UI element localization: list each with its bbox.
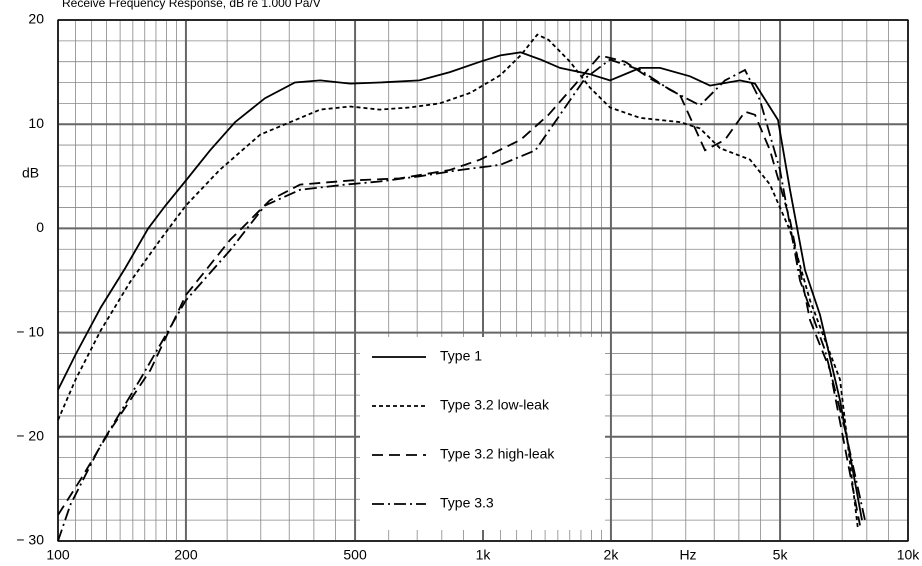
series-line (57, 51, 863, 521)
series-line (57, 33, 859, 530)
x-tick-label: 5k (773, 547, 789, 563)
legend-label: Type 3.2 high-leak (440, 446, 555, 462)
y-tick-label: 20 (28, 11, 44, 27)
x-axis-label: Hz (679, 547, 696, 563)
chart-title: Receive Frequency Response, dB re 1.000 … (62, 0, 321, 10)
x-tick-label: 10k (897, 547, 921, 563)
y-tick-label: − 20 (16, 428, 44, 444)
legend-label: Type 1 (440, 348, 482, 364)
x-tick-label: 500 (343, 547, 367, 563)
x-tick-label: 1k (476, 547, 492, 563)
plot-frame (57, 19, 909, 542)
x-tick-label: 200 (174, 547, 198, 563)
y-axis-label: dB (22, 165, 39, 181)
y-tick-label: − 30 (16, 532, 44, 548)
y-tick-label: 0 (36, 219, 44, 235)
legend-label: Type 3.2 low-leak (440, 397, 550, 413)
x-tick-label: 2k (604, 547, 620, 563)
x-tick-label: 100 (46, 547, 70, 563)
y-tick-label: 10 (28, 115, 44, 131)
series-line (57, 58, 866, 542)
legend: Type 1 Type 3.2 low-leak Type 3.2 high-lea… (360, 337, 605, 530)
series-line (57, 54, 861, 526)
legend-box (360, 337, 605, 530)
y-tick-label: − 10 (16, 323, 44, 339)
legend-label: Type 3.3 (440, 495, 494, 511)
